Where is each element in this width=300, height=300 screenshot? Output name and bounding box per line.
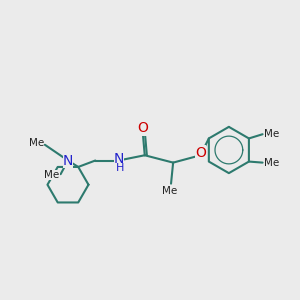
Text: O: O (195, 146, 206, 160)
Text: N: N (114, 152, 124, 167)
Text: N: N (63, 154, 73, 167)
Text: Me: Me (264, 158, 279, 168)
Text: O: O (137, 122, 148, 135)
Text: H: H (116, 163, 124, 173)
Text: Me: Me (44, 170, 60, 180)
Text: Me: Me (28, 138, 44, 148)
Text: Me: Me (162, 186, 178, 196)
Text: Me: Me (264, 129, 279, 139)
